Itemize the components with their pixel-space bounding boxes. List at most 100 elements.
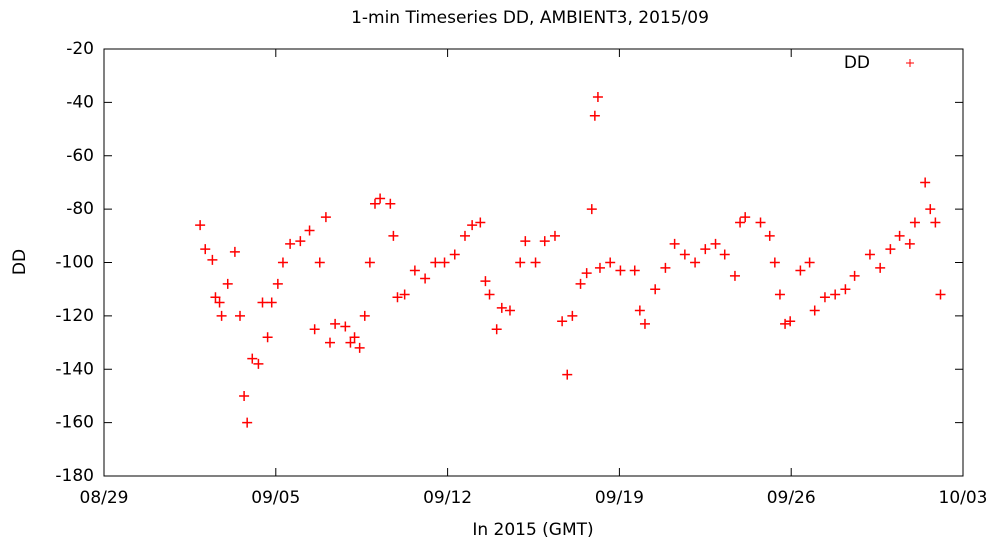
point <box>539 236 550 247</box>
y-tick-label: -180 <box>55 466 94 486</box>
point <box>809 305 820 316</box>
point <box>242 417 253 428</box>
point <box>277 257 288 268</box>
x-tick-label: 08/29 <box>80 488 129 508</box>
point <box>214 297 225 308</box>
point <box>272 278 283 289</box>
y-tick-label: -160 <box>55 413 94 433</box>
point <box>592 92 603 103</box>
point <box>700 244 711 255</box>
point <box>385 198 396 209</box>
point <box>475 217 486 228</box>
point <box>388 230 399 241</box>
point <box>830 289 841 300</box>
point <box>615 265 626 276</box>
x-tick-label: 09/12 <box>423 488 472 508</box>
x-tick-label: 09/19 <box>595 488 644 508</box>
point <box>774 289 785 300</box>
x-axis-label: In 2015 (GMT) <box>472 520 593 540</box>
point <box>257 297 268 308</box>
point <box>764 230 775 241</box>
point <box>480 276 491 287</box>
point <box>875 262 886 273</box>
point <box>669 238 680 249</box>
point <box>222 278 233 289</box>
point <box>819 292 830 303</box>
point <box>345 337 356 348</box>
point <box>235 310 246 321</box>
point <box>459 230 470 241</box>
point <box>207 254 218 265</box>
legend-marker <box>906 59 914 67</box>
point <box>594 262 605 273</box>
point <box>840 284 851 295</box>
point <box>359 310 370 321</box>
point <box>567 310 578 321</box>
point <box>266 297 277 308</box>
point <box>229 246 240 257</box>
point <box>769 257 780 268</box>
point <box>894 230 905 241</box>
point <box>690 257 701 268</box>
point <box>200 244 211 255</box>
point <box>650 284 661 295</box>
point <box>309 324 320 335</box>
point <box>239 390 250 401</box>
point <box>589 110 600 121</box>
x-tick-label: 09/05 <box>251 488 300 508</box>
point <box>605 257 616 268</box>
point <box>729 270 740 281</box>
y-tick-label: -20 <box>66 39 94 59</box>
y-axis-label: DD <box>10 249 30 275</box>
point <box>247 353 258 364</box>
point <box>375 193 386 204</box>
point <box>330 318 341 329</box>
point <box>354 342 365 353</box>
point <box>253 358 264 369</box>
point <box>549 230 560 241</box>
point <box>314 257 325 268</box>
point <box>364 257 375 268</box>
point <box>804 257 815 268</box>
x-tick-label: 10/03 <box>939 488 988 508</box>
point <box>210 292 221 303</box>
point <box>449 249 460 260</box>
point <box>710 238 721 249</box>
point <box>467 220 478 231</box>
point <box>515 257 526 268</box>
y-tick-label: -40 <box>66 92 94 112</box>
point <box>195 220 206 231</box>
legend-label: DD <box>844 53 870 73</box>
point <box>399 289 410 300</box>
point <box>679 249 690 260</box>
point <box>864 249 875 260</box>
point <box>634 305 645 316</box>
point <box>735 217 746 228</box>
point <box>320 212 331 223</box>
point <box>216 310 227 321</box>
point <box>909 217 920 228</box>
point <box>930 217 941 228</box>
point <box>581 268 592 279</box>
point <box>785 316 796 327</box>
y-tick-label: -140 <box>55 359 94 379</box>
x-tick-label: 09/26 <box>767 488 816 508</box>
point <box>849 270 860 281</box>
y-tick-label: -60 <box>66 146 94 166</box>
point <box>562 369 573 380</box>
point <box>586 204 597 215</box>
point <box>324 337 335 348</box>
point <box>920 177 931 188</box>
point <box>557 316 568 327</box>
point <box>885 244 896 255</box>
point <box>496 302 507 313</box>
point <box>740 212 751 223</box>
point <box>340 321 351 332</box>
point <box>484 289 495 300</box>
point <box>420 273 431 284</box>
y-tick-label: -80 <box>66 199 94 219</box>
point <box>719 249 730 260</box>
point <box>925 204 936 215</box>
point <box>491 324 502 335</box>
